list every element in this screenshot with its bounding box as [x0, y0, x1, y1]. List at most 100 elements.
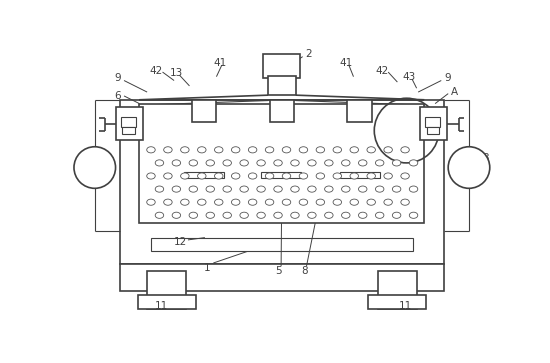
Ellipse shape	[350, 147, 359, 153]
Ellipse shape	[359, 186, 367, 192]
Ellipse shape	[274, 186, 282, 192]
Ellipse shape	[376, 186, 384, 192]
Ellipse shape	[232, 199, 240, 205]
Text: 7: 7	[114, 127, 121, 137]
Ellipse shape	[223, 160, 232, 166]
Bar	[120, 100, 444, 264]
Bar	[151, 238, 412, 252]
Bar	[140, 103, 425, 223]
Ellipse shape	[206, 186, 214, 192]
Ellipse shape	[299, 147, 307, 153]
Ellipse shape	[392, 186, 401, 192]
Ellipse shape	[401, 173, 409, 179]
Ellipse shape	[392, 212, 401, 219]
Ellipse shape	[206, 212, 214, 219]
Ellipse shape	[180, 173, 189, 179]
Text: 9: 9	[444, 73, 451, 83]
Ellipse shape	[249, 147, 257, 153]
Text: 1: 1	[204, 262, 211, 273]
Ellipse shape	[223, 212, 232, 219]
Ellipse shape	[155, 160, 164, 166]
Ellipse shape	[214, 199, 223, 205]
Ellipse shape	[147, 199, 155, 205]
Ellipse shape	[367, 173, 376, 179]
Ellipse shape	[384, 199, 392, 205]
Ellipse shape	[189, 160, 197, 166]
Bar	[348, 100, 372, 122]
Bar	[121, 118, 136, 127]
Ellipse shape	[282, 173, 291, 179]
Ellipse shape	[249, 199, 257, 205]
Ellipse shape	[249, 173, 257, 179]
Bar	[263, 54, 300, 78]
Ellipse shape	[265, 173, 274, 179]
Ellipse shape	[316, 199, 324, 205]
Bar	[378, 271, 417, 309]
Text: 3: 3	[81, 152, 87, 163]
Ellipse shape	[282, 147, 291, 153]
Ellipse shape	[180, 199, 189, 205]
Ellipse shape	[223, 186, 232, 192]
Bar	[268, 76, 296, 95]
Text: 42: 42	[150, 65, 163, 76]
Text: 42: 42	[375, 65, 389, 76]
Ellipse shape	[189, 186, 197, 192]
Bar	[425, 118, 441, 127]
Bar	[184, 172, 224, 178]
Ellipse shape	[180, 147, 189, 153]
Text: 5: 5	[274, 266, 282, 276]
Text: A: A	[451, 87, 458, 97]
Ellipse shape	[265, 147, 274, 153]
Bar	[138, 295, 196, 309]
Ellipse shape	[291, 160, 299, 166]
Text: 41: 41	[213, 58, 227, 68]
Ellipse shape	[359, 160, 367, 166]
Ellipse shape	[359, 212, 367, 219]
Ellipse shape	[376, 212, 384, 219]
Ellipse shape	[189, 212, 197, 219]
Text: 43: 43	[402, 72, 416, 82]
Text: 12: 12	[174, 237, 187, 247]
Ellipse shape	[291, 212, 299, 219]
Ellipse shape	[367, 147, 376, 153]
Bar	[261, 172, 301, 178]
Ellipse shape	[240, 160, 249, 166]
Ellipse shape	[214, 147, 223, 153]
Bar	[368, 295, 426, 309]
Ellipse shape	[342, 212, 350, 219]
Bar	[117, 107, 144, 140]
Ellipse shape	[197, 147, 206, 153]
Ellipse shape	[401, 147, 409, 153]
Ellipse shape	[316, 147, 324, 153]
Ellipse shape	[164, 199, 172, 205]
Bar	[270, 100, 294, 122]
Ellipse shape	[197, 173, 206, 179]
Ellipse shape	[350, 199, 359, 205]
Ellipse shape	[324, 160, 333, 166]
Ellipse shape	[172, 212, 180, 219]
Bar	[147, 271, 186, 309]
Ellipse shape	[155, 186, 164, 192]
Ellipse shape	[409, 160, 418, 166]
Text: 11: 11	[155, 301, 168, 311]
Ellipse shape	[307, 186, 316, 192]
Ellipse shape	[147, 147, 155, 153]
Text: 2: 2	[305, 49, 312, 59]
Text: 13: 13	[170, 68, 183, 78]
Ellipse shape	[307, 212, 316, 219]
Ellipse shape	[282, 199, 291, 205]
Text: 6: 6	[114, 91, 121, 101]
Text: 11: 11	[398, 301, 412, 311]
Ellipse shape	[409, 186, 418, 192]
Ellipse shape	[172, 160, 180, 166]
Ellipse shape	[206, 160, 214, 166]
Ellipse shape	[214, 173, 223, 179]
Text: 41: 41	[339, 58, 353, 68]
Ellipse shape	[333, 199, 342, 205]
Text: 3: 3	[482, 152, 490, 163]
Ellipse shape	[409, 212, 418, 219]
Ellipse shape	[274, 212, 282, 219]
Bar	[340, 172, 379, 178]
Ellipse shape	[316, 173, 324, 179]
Ellipse shape	[324, 212, 333, 219]
